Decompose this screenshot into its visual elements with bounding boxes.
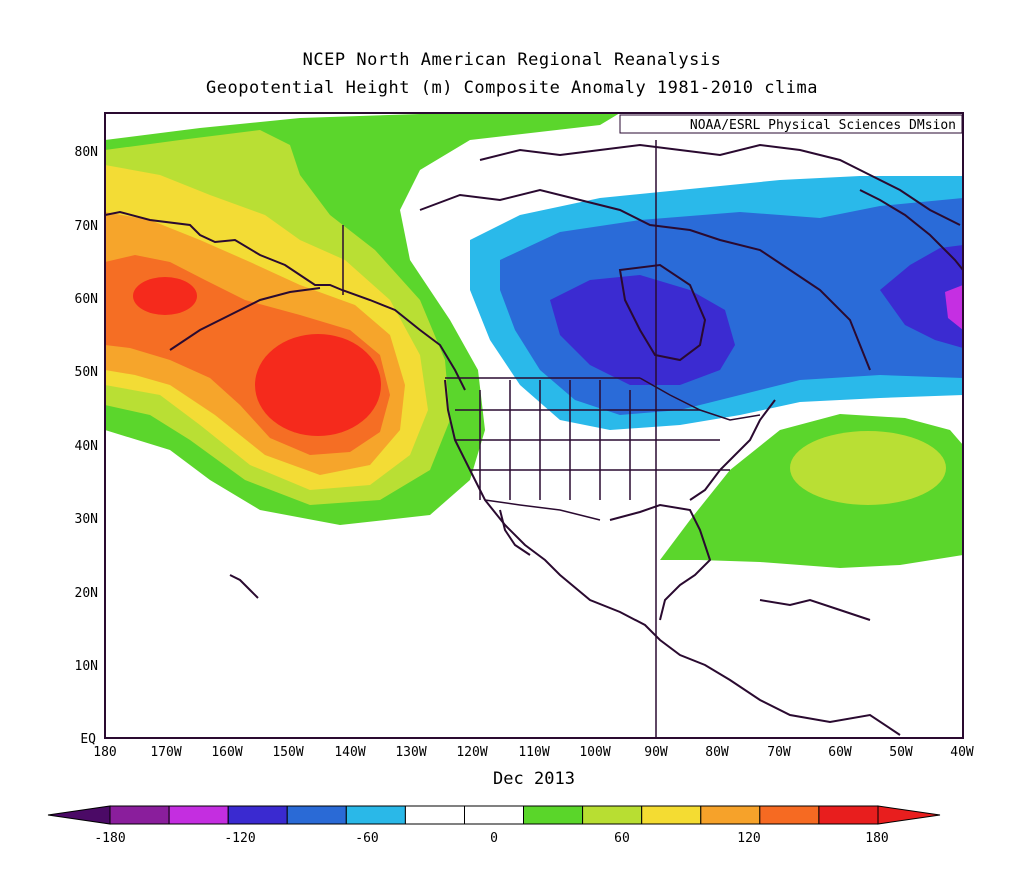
title-line-1: NCEP North American Regional Reanalysis bbox=[302, 50, 722, 70]
lat-label-80n: 80N bbox=[75, 145, 98, 160]
colorbar-segment bbox=[404, 805, 465, 825]
colorbar-segment bbox=[700, 805, 761, 825]
lat-label-10n: 10N bbox=[75, 659, 98, 674]
positive-anomaly-red-west bbox=[133, 277, 197, 315]
states-grid-2 bbox=[455, 409, 730, 471]
canada-arctic-coast bbox=[419, 188, 871, 371]
lat-label-eq: EQ bbox=[80, 732, 96, 747]
positive-anomaly-red-core bbox=[255, 334, 381, 436]
colorbar-segment bbox=[168, 805, 229, 825]
credit-text: NOAA/ESRL Physical Sciences DMsion bbox=[690, 118, 956, 133]
lat-label-20n: 20N bbox=[75, 586, 98, 601]
us-mexico-border bbox=[484, 499, 601, 521]
hawaii-islands bbox=[229, 574, 259, 599]
lat-label-40n: 40N bbox=[75, 439, 98, 454]
alaska-coast bbox=[105, 210, 466, 391]
greenland-coast bbox=[859, 189, 963, 271]
atlantic-anomaly-yellowgreen bbox=[790, 431, 946, 505]
colorbar-label-minus60: -60 bbox=[355, 831, 378, 846]
map-frame bbox=[104, 112, 964, 739]
lon-label-70w: 70W bbox=[767, 745, 791, 760]
lon-label-100w: 100W bbox=[579, 745, 610, 760]
colorbar-segment bbox=[641, 805, 702, 825]
lon-label-90w: 90W bbox=[644, 745, 668, 760]
date-label: Dec 2013 bbox=[493, 769, 575, 789]
colorbar-label-180: 180 bbox=[865, 831, 888, 846]
colorbar-segment bbox=[227, 805, 288, 825]
coastlines bbox=[105, 143, 963, 736]
colorbar-label-minus180: -180 bbox=[94, 831, 125, 846]
credit-box bbox=[619, 114, 963, 134]
gulf-coast bbox=[609, 503, 712, 621]
lon-label-160w: 160W bbox=[211, 745, 242, 760]
florida-east-coast bbox=[689, 399, 776, 501]
negative-anomaly-indigo bbox=[550, 275, 735, 385]
lon-label-120w: 120W bbox=[456, 745, 487, 760]
arctic-islands bbox=[479, 143, 961, 226]
lat-label-60n: 60N bbox=[75, 292, 98, 307]
colorbar-right-arrow bbox=[877, 805, 941, 825]
colorbar-segment bbox=[345, 805, 406, 825]
lon-label-40w: 40W bbox=[950, 745, 974, 760]
title-line-2: Geopotential Height (m) Composite Anomal… bbox=[206, 78, 818, 98]
lat-label-70n: 70N bbox=[75, 219, 98, 234]
colorbar-segment bbox=[286, 805, 347, 825]
caribbean-islands bbox=[759, 598, 871, 621]
colorbar bbox=[47, 805, 941, 825]
west-coast bbox=[444, 379, 901, 736]
political-borders bbox=[342, 140, 761, 738]
alaska-south-coast bbox=[169, 287, 321, 351]
lat-label-30n: 30N bbox=[75, 512, 98, 527]
baja-peninsula bbox=[499, 509, 531, 556]
colorbar-segment bbox=[759, 805, 820, 825]
colorbar-label-0: 0 bbox=[490, 831, 498, 846]
anomaly-fields bbox=[105, 113, 963, 568]
lat-label-50n: 50N bbox=[75, 365, 98, 380]
negative-anomaly-magenta bbox=[945, 285, 963, 330]
lon-label-80w: 80W bbox=[705, 745, 729, 760]
colorbar-segment bbox=[464, 805, 525, 825]
lon-label-50w: 50W bbox=[889, 745, 913, 760]
colorbar-segment bbox=[818, 805, 879, 825]
lon-label-140w: 140W bbox=[334, 745, 365, 760]
lon-label-130w: 130W bbox=[395, 745, 426, 760]
colorbar-left-arrow bbox=[47, 805, 111, 825]
lon-label-60w: 60W bbox=[828, 745, 852, 760]
colorbar-segment bbox=[523, 805, 584, 825]
lon-label-150w: 150W bbox=[272, 745, 303, 760]
lat-labels: EQ 10N 20N 30N 40N 50N 60N 70N 80N bbox=[75, 145, 98, 747]
lon-label-110w: 110W bbox=[518, 745, 549, 760]
negative-anomaly-indigo-east bbox=[880, 245, 963, 348]
colorbar-label-120: 120 bbox=[737, 831, 760, 846]
colorbar-label-60: 60 bbox=[614, 831, 630, 846]
colorbar-label-minus120: -120 bbox=[224, 831, 255, 846]
colorbar-tick-labels: -180 -120 -60 0 60 120 180 bbox=[94, 831, 888, 846]
lon-label-180: 180 bbox=[93, 745, 116, 760]
lon-labels: 180 170W 160W 150W 140W 130W 120W 110W 1… bbox=[93, 745, 974, 760]
colorbar-segment bbox=[582, 805, 643, 825]
hudson-bay bbox=[618, 263, 707, 362]
colorbar-segment bbox=[109, 805, 170, 825]
lon-label-170w: 170W bbox=[150, 745, 181, 760]
